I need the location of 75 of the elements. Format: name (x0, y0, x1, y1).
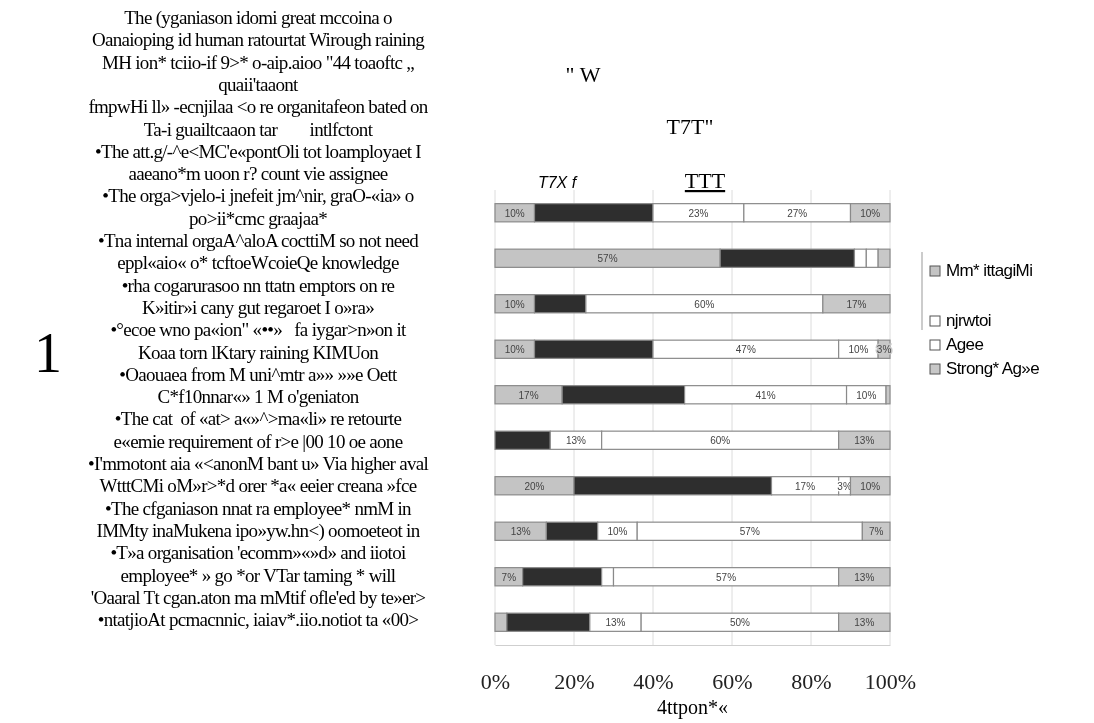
text: e«emie requirement of r>e |00 10 oe aone (113, 430, 403, 452)
data-label: 10% (504, 207, 525, 219)
x-tick-label: 0% (480, 668, 511, 694)
data-label: 60% (694, 298, 715, 310)
text: •T»a organisation 'ecomm»«»d» and iiotoi (110, 542, 406, 564)
data-label: 20% (524, 480, 545, 492)
annotation: TTT (684, 168, 726, 193)
data-label: 10% (848, 344, 869, 356)
data-label: 10% (504, 344, 525, 356)
text: employee* » go *or VTar taming * will (120, 564, 396, 586)
text: •rha cogarurasoo nn ttatn emptors on re (121, 274, 395, 296)
data-label: 13% (854, 617, 875, 629)
data-label: 7% (868, 526, 884, 538)
text: •°ecoe wno pa«ion" «••» fa iygar>n»on it (110, 319, 408, 341)
text: MH ion* tciio-if 9>* o-aip.aioo "44 toaoftc „ (101, 51, 415, 73)
text: aaeano*m uoon r? count vie assignee (128, 163, 388, 185)
text: 1 (34, 322, 62, 384)
x-tick-label: 40% (633, 668, 674, 694)
text: 'Oaaral Tt cgan.aton ma mMtif ofle'ed by te»er> (90, 586, 426, 608)
text: " W (565, 62, 601, 87)
data-label: 13% (605, 617, 626, 629)
data-label: 13% (854, 435, 875, 447)
data-label: 47% (735, 344, 756, 356)
text: •The cat of «at> a«»^>ma«li» re retourte (114, 408, 402, 430)
data-label: 10% (860, 207, 881, 219)
data-label: 17% (795, 480, 816, 492)
text: WtttCMi oM»r>*d orer *a« eeier creana »fce (99, 475, 417, 497)
data-label: 57% (597, 253, 618, 265)
text: K»itir»i cany gut regaroet I o»ra» (141, 296, 375, 318)
text: T7T" (666, 114, 714, 139)
text: fmpwHi ll» -ecnjilaa <o re organitafeon bated on (88, 96, 429, 118)
data-label: 17% (846, 298, 867, 310)
data-label: 7% (501, 571, 517, 583)
text: Ta-i guailtcaaon tar intlfctont (143, 118, 374, 140)
text: IMMty inaMukena ipo»yw.hn<) oomoeteot in (96, 519, 421, 542)
text: The (yganiason idomi great mccoina o (124, 7, 393, 29)
text: Agee (946, 335, 984, 354)
x-tick-label: 100% (864, 668, 917, 694)
text: po>ii*cmc graajaa* (189, 207, 328, 229)
data-label: 23% (688, 207, 709, 219)
text: •The orga>vjelo-i jnefeit jm^nir, graO-«ia» o (102, 185, 414, 207)
data-label: 10% (607, 526, 628, 538)
data-label: 57% (716, 571, 737, 583)
data-label: 60% (710, 435, 731, 447)
data-label: 41% (755, 389, 776, 401)
text: •ntatjioAt pcmacnnic, iaiav*.iio.notiot ta «00> (97, 609, 419, 631)
annotation: T7X f (537, 174, 578, 191)
data-label: 3% (876, 344, 892, 356)
x-axis-title: 4ttpon*« (656, 696, 729, 719)
data-label: 50% (729, 617, 751, 629)
x-tick-label: 20% (554, 668, 595, 694)
text: •I'mmotont aia «<anonM bant u» Via higher aval (87, 453, 429, 474)
text: quaii'taaont (218, 73, 300, 95)
x-tick-label: 60% (712, 668, 753, 694)
legend-label: Mm* ittagiMi (946, 261, 1033, 280)
text: •The att.g/-^e<MC'e«pontOli tot loamployaet I (95, 140, 422, 162)
data-label: 13% (854, 571, 875, 583)
text: •Oaouaea from M uni^mtr a»» »»e Oett (119, 363, 399, 385)
text: •The cfganiason nnat ra employee* nmM in (105, 497, 413, 519)
data-label: 13% (510, 526, 531, 538)
text: Koaa torn lKtary raining KIMUon (137, 341, 380, 363)
data-label: 13% (565, 435, 587, 447)
data-label: 10% (860, 480, 881, 492)
data-label: 27% (787, 207, 808, 219)
data-label: 10% (504, 298, 525, 310)
text: C*f10nnar«» 1 M o'geniaton (157, 386, 360, 408)
text: •Tna internal orgaA^aloA cocttiM so not need (98, 230, 420, 251)
data-label: 10% (856, 389, 877, 401)
data-label: 17% (518, 389, 539, 401)
legend-label: Strong* Ag»e (946, 359, 1040, 378)
data-label: 57% (739, 526, 760, 538)
text: Oanaioping id human ratourtat Wirough raining (92, 29, 426, 51)
text: eppl«aio« o* tcftoeWcoieQe knowledge (117, 252, 399, 274)
x-tick-label: 80% (791, 668, 832, 694)
text: njrwtoi (946, 311, 991, 330)
